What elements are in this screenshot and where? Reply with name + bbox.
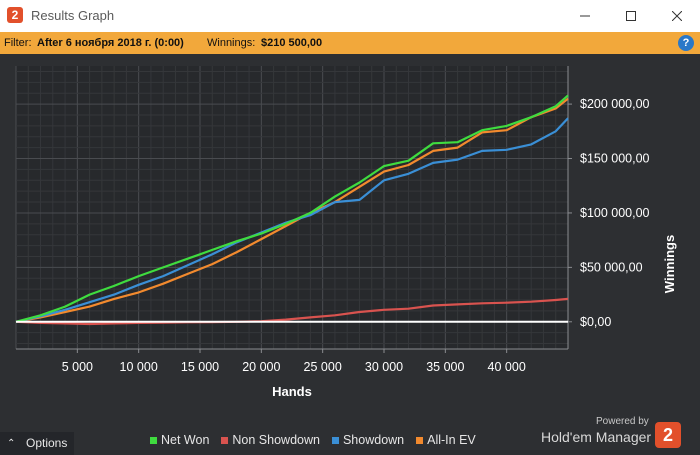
filter-bar: Filter: After 6 ноября 2018 г. (0:00) Wi… [0,32,700,54]
close-icon [672,11,682,21]
maximize-button[interactable] [608,0,654,32]
minimize-button[interactable] [562,0,608,32]
x-tick-label: 30 000 [365,360,403,374]
legend-item-non-showdown[interactable]: Non Showdown [221,433,320,447]
app-logo-icon: 2 [7,7,23,23]
title-bar: 2 Results Graph [0,0,700,32]
chart-legend: Net Won Non Showdown Showdown All-In EV [150,430,476,450]
winnings-label: Winnings: [207,32,255,54]
x-axis-ticks: 5 000 10 000 15 000 20 000 25 000 30 000 35 00… [62,349,526,374]
legend-swatch [416,437,423,444]
y-tick-label: $50 000,00 [580,260,643,274]
options-button[interactable]: ⌃ Options [0,432,74,455]
winnings-value: $210 500,00 [261,32,322,54]
x-tick-label: 35 000 [426,360,464,374]
x-tick-label: 15 000 [181,360,219,374]
window-title: Results Graph [31,8,114,23]
x-tick-label: 25 000 [304,360,342,374]
chevron-up-icon: ⌃ [7,432,15,455]
legend-swatch [221,437,228,444]
legend-label: All-In EV [427,433,476,447]
y-axis-label: Winnings [662,235,677,293]
x-tick-label: 20 000 [242,360,280,374]
brand-name: Hold'em Manager [541,429,651,445]
maximize-icon [626,11,636,21]
y-tick-label: $0,00 [580,315,611,329]
y-axis-ticks: $0,00 $50 000,00 $100 000,00 $150 000,00 $20… [568,97,650,329]
help-icon[interactable]: ? [678,35,694,51]
close-button[interactable] [654,0,700,32]
results-chart: 5 000 10 000 15 000 20 000 25 000 30 000 35 00… [0,54,700,424]
minimize-icon [580,11,590,21]
y-tick-label: $100 000,00 [580,206,650,220]
x-tick-label: 40 000 [488,360,526,374]
powered-by-text: Powered by [596,416,649,427]
legend-swatch [332,437,339,444]
y-tick-label: $150 000,00 [580,152,650,166]
y-tick-label: $200 000,00 [580,97,650,111]
filter-value: After 6 ноября 2018 г. (0:00) [37,32,184,54]
x-tick-label: 5 000 [62,360,93,374]
legend-swatch [150,437,157,444]
legend-label: Showdown [343,433,404,447]
legend-label: Net Won [161,433,209,447]
graph-panel: 5 000 10 000 15 000 20 000 25 000 30 000 35 00… [0,54,700,455]
hem-logo-icon: 2 [655,422,681,448]
x-axis-label: Hands [272,384,312,399]
plot-area [16,66,568,349]
legend-label: Non Showdown [232,433,320,447]
options-label: Options [26,432,67,455]
legend-item-all-in-ev[interactable]: All-In EV [416,433,476,447]
legend-item-net-won[interactable]: Net Won [150,433,209,447]
filter-label: Filter: [4,32,32,54]
legend-item-showdown[interactable]: Showdown [332,433,404,447]
x-tick-label: 10 000 [120,360,158,374]
